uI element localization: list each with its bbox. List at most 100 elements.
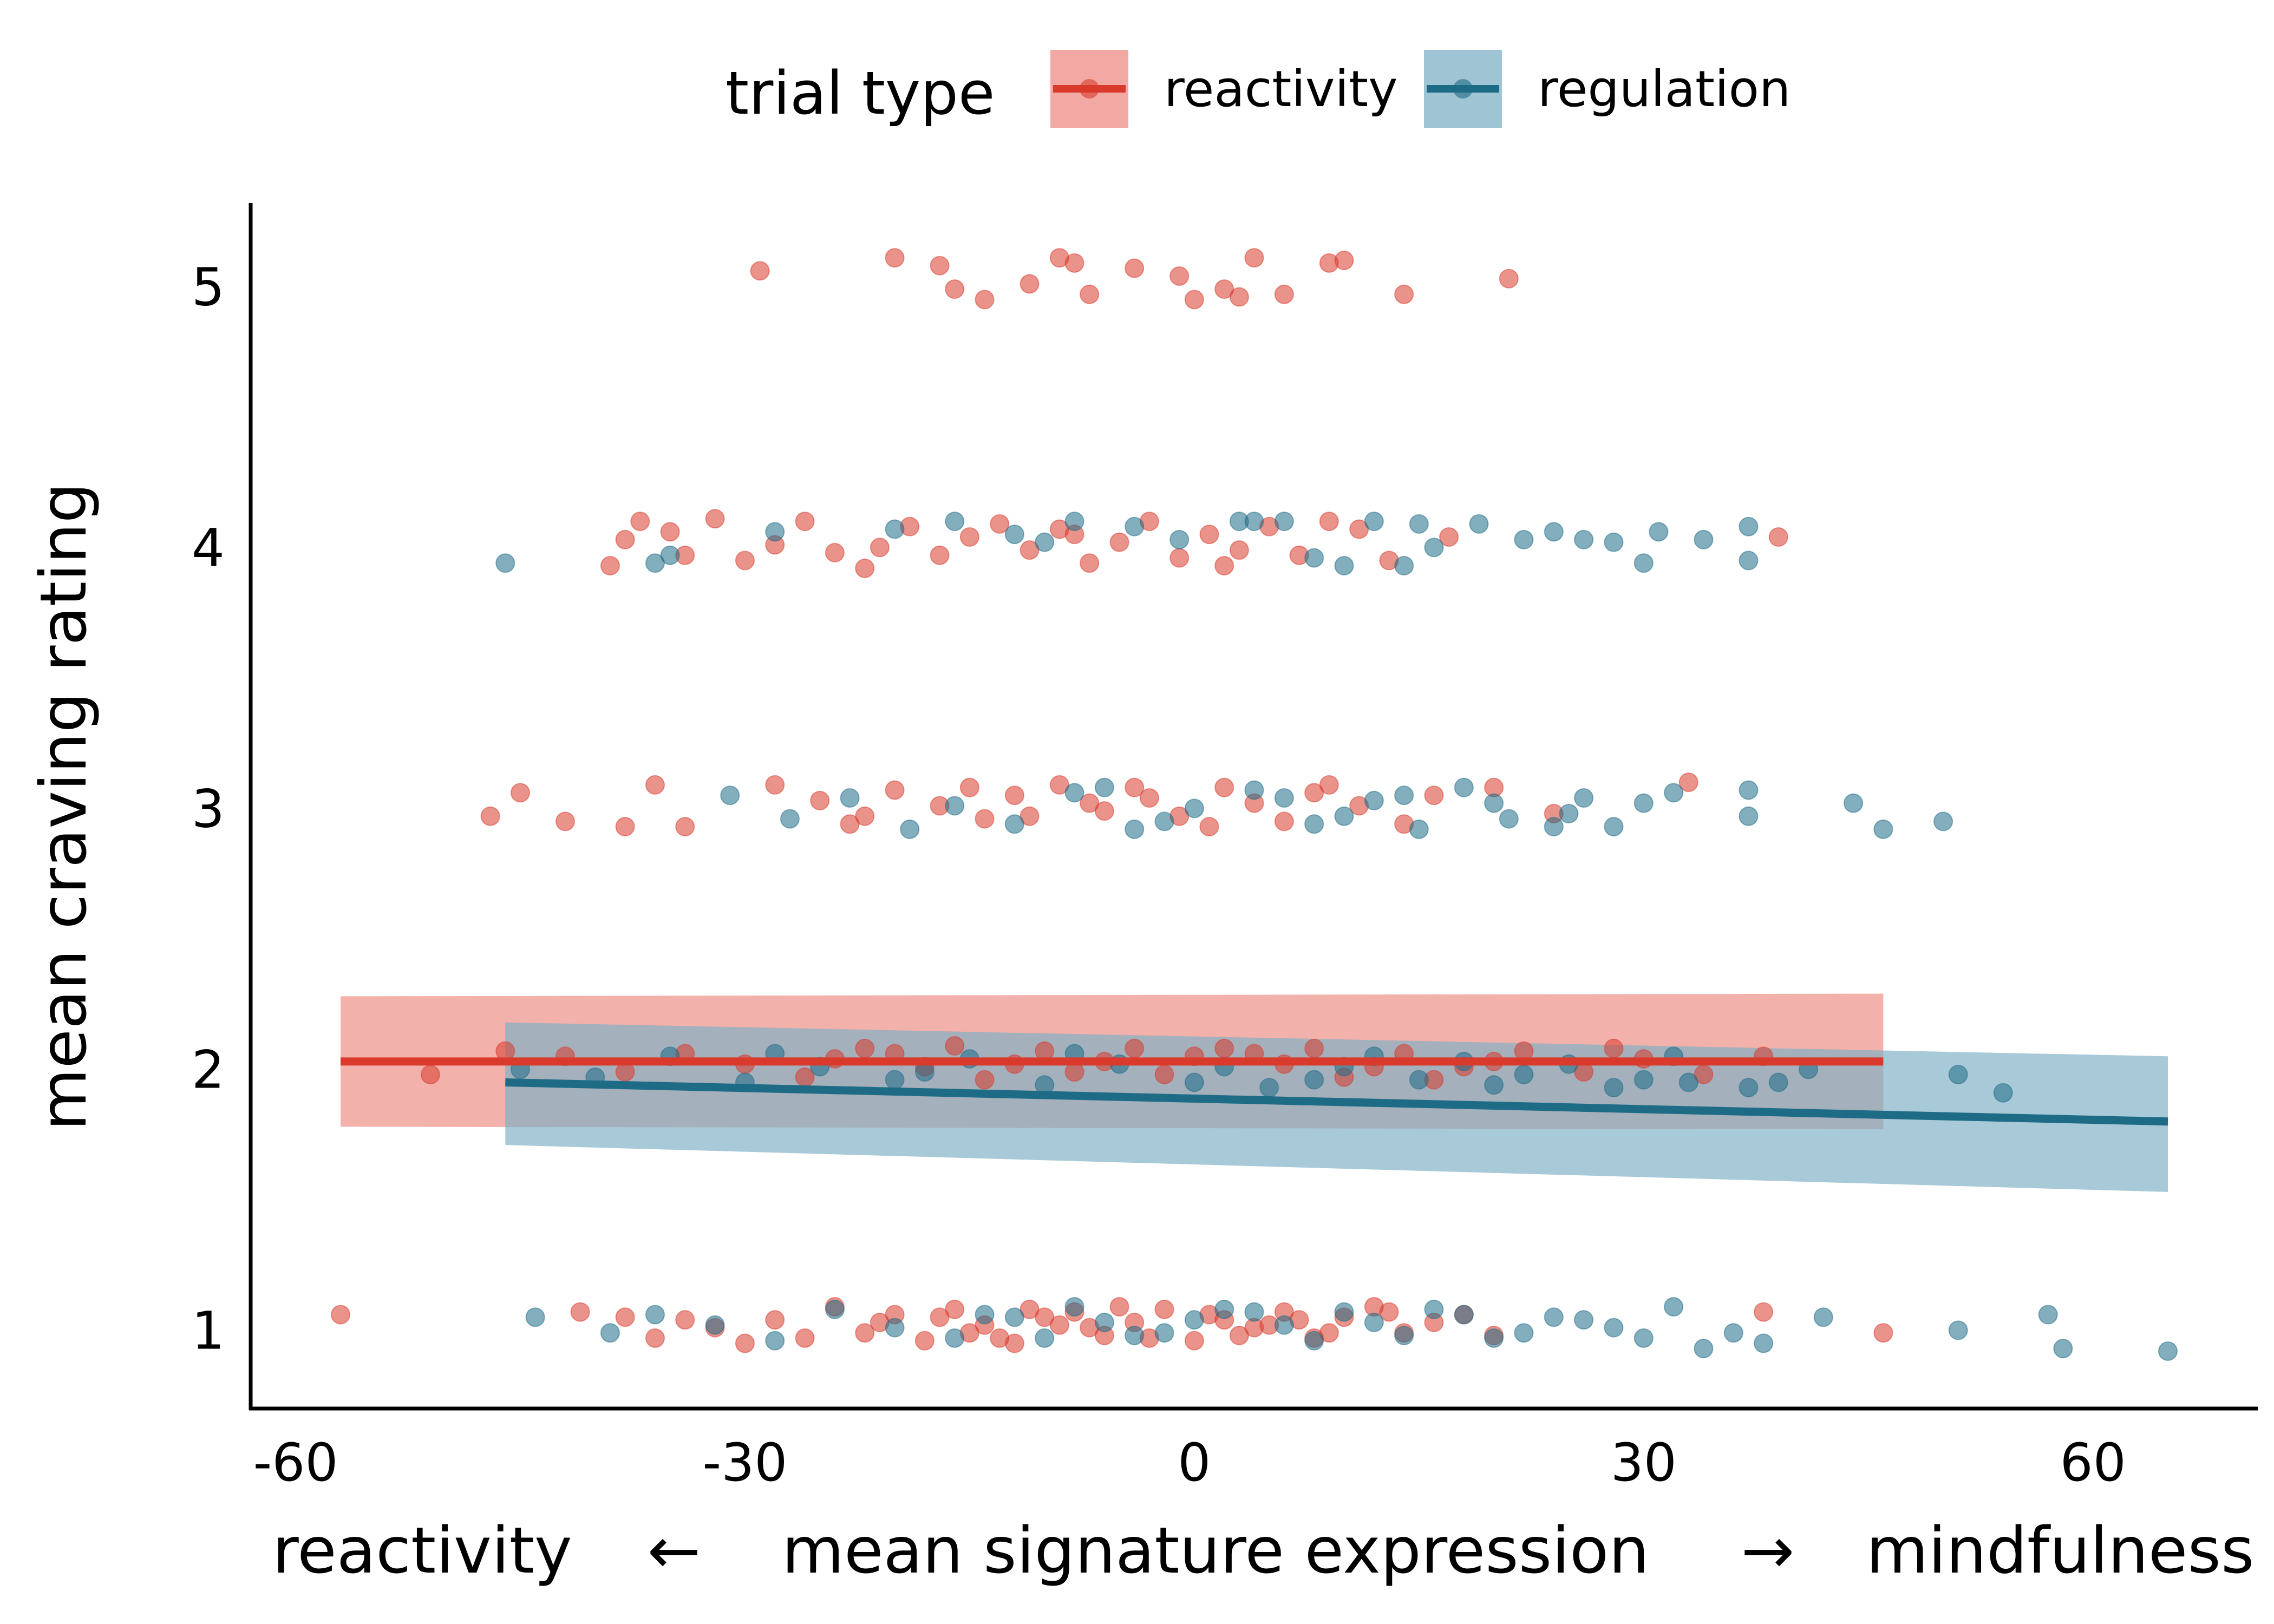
point-reactivity: [1004, 785, 1024, 806]
point-reactivity: [885, 248, 905, 268]
point-regulation: [1544, 522, 1564, 542]
point-regulation: [660, 545, 680, 565]
point-regulation: [1454, 777, 1474, 797]
fit-lines: [340, 1057, 2168, 1126]
point-reactivity: [1109, 1297, 1129, 1317]
point-regulation: [1304, 548, 1324, 568]
point-reactivity: [855, 1323, 875, 1343]
point-reactivity: [735, 551, 755, 571]
point-regulation: [1125, 819, 1145, 839]
point-regulation: [1633, 793, 1654, 813]
point-regulation: [1035, 532, 1055, 552]
point-reactivity: [480, 806, 500, 826]
point-regulation: [720, 785, 740, 806]
point-reactivity: [855, 1038, 875, 1058]
point-regulation: [1739, 516, 1759, 536]
legend-label-reactivity: reactivity: [1164, 60, 1398, 118]
point-reactivity: [675, 1310, 695, 1330]
point-reactivity: [600, 556, 620, 576]
point-reactivity: [975, 290, 995, 310]
point-regulation: [705, 1315, 725, 1335]
point-regulation: [1664, 1297, 1684, 1317]
point-reactivity: [1274, 811, 1294, 831]
point-reactivity: [1169, 548, 1190, 568]
point-regulation: [1064, 512, 1084, 532]
point-regulation: [1604, 1078, 1624, 1098]
point-regulation: [945, 512, 965, 532]
point-regulation: [1933, 811, 1953, 831]
legend-point-reactivity: [1080, 79, 1099, 99]
point-regulation: [1559, 803, 1579, 823]
x-axis-title: reactivity ← mean signature expression →…: [272, 1513, 2254, 1588]
point-reactivity: [1379, 1302, 1399, 1322]
point-regulation: [1004, 525, 1024, 545]
point-reactivity: [840, 814, 860, 834]
point-reactivity: [765, 1310, 785, 1330]
point-regulation: [1304, 1331, 1324, 1351]
point-reactivity: [885, 780, 905, 800]
point-regulation: [1754, 1333, 1774, 1353]
point-reactivity: [990, 1328, 1010, 1348]
point-regulation: [1154, 811, 1174, 831]
point-regulation: [1813, 1307, 1833, 1327]
point-regulation: [1394, 1326, 1414, 1346]
point-regulation: [1364, 1312, 1384, 1332]
point-regulation: [1424, 538, 1444, 558]
point-regulation: [1035, 1328, 1055, 1348]
point-reactivity: [420, 1064, 440, 1084]
point-reactivity: [1424, 785, 1444, 806]
point-regulation: [1694, 529, 1714, 549]
x-tick-label: 0: [1178, 1432, 1211, 1493]
point-regulation: [1184, 798, 1204, 818]
x-tick-label: 30: [1611, 1432, 1677, 1493]
point-reactivity: [1199, 525, 1219, 545]
data-points: [330, 248, 2178, 1361]
point-regulation: [1484, 1328, 1504, 1348]
point-regulation: [1244, 1302, 1264, 1322]
point-reactivity: [795, 1328, 815, 1348]
point-reactivity: [990, 514, 1010, 534]
point-regulation: [1274, 1315, 1294, 1335]
point-regulation: [1499, 809, 1519, 829]
point-reactivity: [1229, 540, 1249, 560]
point-regulation: [825, 1299, 845, 1319]
point-regulation: [1394, 785, 1414, 806]
point-reactivity: [1334, 251, 1354, 271]
point-regulation: [1574, 1310, 1594, 1330]
point-regulation: [1739, 551, 1759, 571]
point-regulation: [1244, 512, 1264, 532]
point-regulation: [1004, 814, 1024, 834]
point-reactivity: [1873, 1323, 1893, 1343]
point-reactivity: [914, 1331, 935, 1351]
point-reactivity: [1274, 284, 1294, 304]
point-regulation: [1544, 817, 1564, 837]
point-regulation: [1094, 1312, 1114, 1332]
point-reactivity: [645, 1328, 665, 1348]
point-regulation: [1678, 1072, 1698, 1092]
point-regulation: [1873, 819, 1893, 839]
point-reactivity: [959, 777, 979, 797]
point-regulation: [600, 1323, 620, 1343]
point-regulation: [1484, 1075, 1504, 1095]
point-regulation: [1154, 1323, 1174, 1343]
point-regulation: [2158, 1341, 2178, 1361]
point-regulation: [1409, 514, 1429, 534]
point-regulation: [1633, 1328, 1654, 1348]
point-regulation: [1574, 529, 1594, 549]
y-tick-label: 5: [192, 257, 225, 317]
point-regulation: [1739, 780, 1759, 800]
point-regulation: [1664, 783, 1684, 803]
point-reactivity: [705, 509, 725, 529]
point-reactivity: [1154, 1064, 1174, 1084]
point-regulation: [1304, 1070, 1324, 1090]
point-reactivity: [615, 1307, 635, 1327]
x-axis-title-right: mindfulness: [1866, 1513, 2255, 1588]
point-regulation: [1334, 556, 1354, 576]
point-regulation: [1364, 512, 1384, 532]
point-regulation: [1409, 1070, 1429, 1090]
point-reactivity: [1064, 253, 1084, 273]
point-regulation: [1993, 1083, 2013, 1103]
point-regulation: [1739, 1078, 1759, 1098]
point-reactivity: [825, 542, 845, 562]
